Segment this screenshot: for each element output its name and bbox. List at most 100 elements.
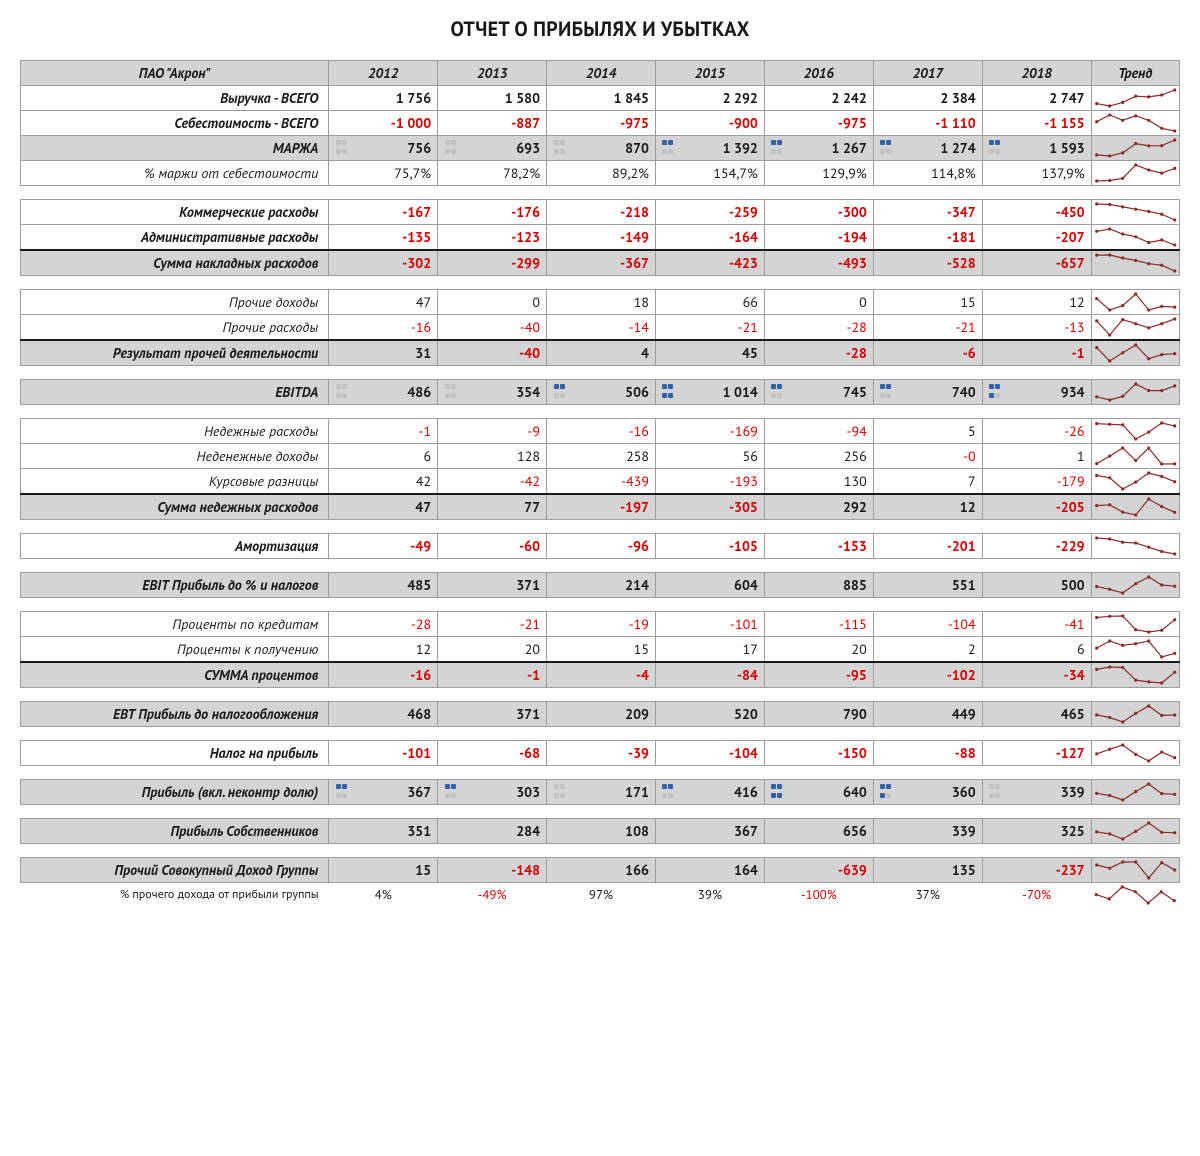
value-cell: 1 593: [982, 136, 1091, 161]
row-label: Курсовые разницы: [21, 469, 329, 495]
row-label: Недежные расходы: [21, 419, 329, 444]
year-header: 2012: [329, 61, 438, 86]
trend-sparkline: [1091, 419, 1179, 444]
value-cell: -179: [982, 469, 1091, 495]
value-cell: 656: [764, 819, 873, 844]
value-cell: -194: [764, 225, 873, 251]
value-cell: 12: [329, 637, 438, 663]
value-cell: -105: [655, 534, 764, 559]
value-cell: 17: [655, 637, 764, 663]
rank-dots-icon: [444, 383, 456, 401]
value-cell: 114,8%: [873, 161, 982, 186]
row-label: Результат прочей деятельности: [21, 340, 329, 366]
value-cell: -95: [764, 662, 873, 688]
value-cell: -299: [438, 250, 547, 276]
trend-sparkline: [1091, 469, 1179, 495]
trend-sparkline: [1091, 380, 1179, 405]
value-cell: 2 242: [764, 86, 873, 111]
trend-sparkline: [1091, 573, 1179, 598]
value-cell: -34: [982, 662, 1091, 688]
row-label: СУММА процентов: [21, 662, 329, 688]
value-cell: 1 756: [329, 86, 438, 111]
row-label: Сумма накладных расходов: [21, 250, 329, 276]
value-cell: 416: [655, 780, 764, 805]
value-cell: -148: [438, 858, 547, 883]
trend-sparkline: [1091, 494, 1179, 520]
value-cell: 339: [873, 819, 982, 844]
value-cell: 1: [982, 444, 1091, 469]
value-cell: 520: [655, 702, 764, 727]
row-label: % маржи от себестоимости: [21, 161, 329, 186]
value-cell: -94: [764, 419, 873, 444]
row-label: Сумма недежных расходов: [21, 494, 329, 520]
trend-sparkline: [1091, 637, 1179, 663]
rank-dots-icon: [444, 139, 456, 157]
value-cell: -96: [547, 534, 656, 559]
rank-dots-icon: [880, 139, 892, 157]
value-cell: -135: [329, 225, 438, 251]
value-cell: 371: [438, 702, 547, 727]
value-cell: 66: [655, 290, 764, 315]
value-cell: 0: [764, 290, 873, 315]
value-cell: 756: [329, 136, 438, 161]
value-cell: -102: [873, 662, 982, 688]
value-cell: 135: [873, 858, 982, 883]
row-label: EBITDA: [21, 380, 329, 405]
trend-sparkline: [1091, 612, 1179, 637]
value-cell: 15: [547, 637, 656, 663]
trend-sparkline: [1091, 225, 1179, 251]
value-cell: -6: [873, 340, 982, 366]
value-cell: -300: [764, 200, 873, 225]
value-cell: 7: [873, 469, 982, 495]
rank-dots-icon: [989, 139, 1001, 157]
value-cell: -1: [982, 340, 1091, 366]
trend-sparkline: [1091, 340, 1179, 366]
value-cell: -169: [655, 419, 764, 444]
value-cell: -218: [547, 200, 656, 225]
value-cell: 171: [547, 780, 656, 805]
value-cell: 108: [547, 819, 656, 844]
value-cell: 367: [655, 819, 764, 844]
row-label: Налог на прибыль: [21, 741, 329, 766]
rank-dots-icon: [989, 783, 1001, 801]
value-cell: 6: [329, 444, 438, 469]
value-cell: -1 155: [982, 111, 1091, 136]
row-label: Амортизация: [21, 534, 329, 559]
value-cell: -88: [873, 741, 982, 766]
value-cell: -19: [547, 612, 656, 637]
rank-dots-icon: [880, 783, 892, 801]
value-cell: 449: [873, 702, 982, 727]
value-cell: -975: [764, 111, 873, 136]
row-label: Себестоимость - ВСЕГО: [21, 111, 329, 136]
value-cell: 18: [547, 290, 656, 315]
trend-sparkline: [1091, 819, 1179, 844]
value-cell: -176: [438, 200, 547, 225]
rank-dots-icon: [662, 383, 674, 401]
value-cell: 371: [438, 573, 547, 598]
rank-dots-icon: [662, 139, 674, 157]
value-cell: 129,9%: [764, 161, 873, 186]
year-header: 2015: [655, 61, 764, 86]
value-cell: 1 580: [438, 86, 547, 111]
row-label: EBIT Прибыль до % и налогов: [21, 573, 329, 598]
value-cell: 790: [764, 702, 873, 727]
value-cell: 1 014: [655, 380, 764, 405]
value-cell: -900: [655, 111, 764, 136]
value-cell: 78,2%: [438, 161, 547, 186]
rank-dots-icon: [553, 383, 565, 401]
value-cell: 12: [873, 494, 982, 520]
trend-sparkline: [1091, 534, 1179, 559]
value-cell: -13: [982, 315, 1091, 341]
value-cell: 97%: [547, 883, 656, 907]
value-cell: 367: [329, 780, 438, 805]
value-cell: 209: [547, 702, 656, 727]
value-cell: -4: [547, 662, 656, 688]
value-cell: -887: [438, 111, 547, 136]
report-title: ОТЧЕТ О ПРИБЫЛЯХ И УБЫТКАХ: [20, 16, 1180, 42]
value-cell: -42: [438, 469, 547, 495]
trend-sparkline: [1091, 315, 1179, 341]
value-cell: 870: [547, 136, 656, 161]
value-cell: 1 267: [764, 136, 873, 161]
value-cell: 45: [655, 340, 764, 366]
value-cell: -14: [547, 315, 656, 341]
